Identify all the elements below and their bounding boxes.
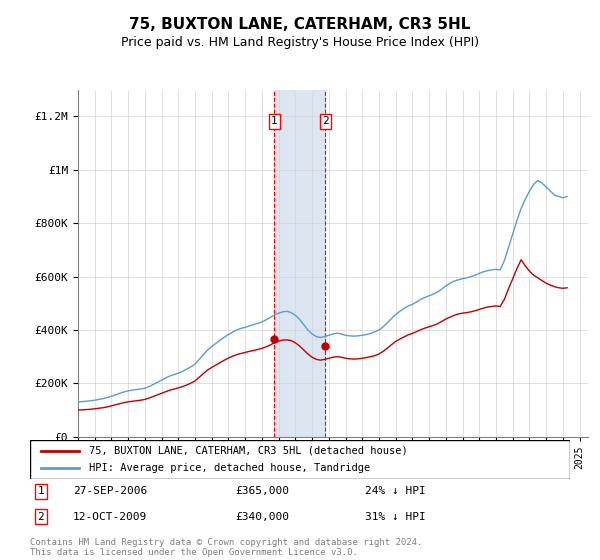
Text: HPI: Average price, detached house, Tandridge: HPI: Average price, detached house, Tand…	[89, 463, 371, 473]
Text: 75, BUXTON LANE, CATERHAM, CR3 5HL (detached house): 75, BUXTON LANE, CATERHAM, CR3 5HL (deta…	[89, 446, 408, 456]
Text: 2: 2	[322, 116, 329, 127]
Text: 24% ↓ HPI: 24% ↓ HPI	[365, 487, 425, 496]
Text: 1: 1	[271, 116, 278, 127]
Text: 2: 2	[37, 512, 44, 521]
Text: 27-SEP-2006: 27-SEP-2006	[73, 487, 148, 496]
Text: 31% ↓ HPI: 31% ↓ HPI	[365, 512, 425, 521]
Bar	[274, 90, 325, 437]
Text: £365,000: £365,000	[235, 487, 289, 496]
Text: Contains HM Land Registry data © Crown copyright and database right 2024.
This d: Contains HM Land Registry data © Crown c…	[30, 538, 422, 557]
FancyBboxPatch shape	[30, 440, 570, 479]
Text: £340,000: £340,000	[235, 512, 289, 521]
Text: 1: 1	[37, 487, 44, 496]
Text: Price paid vs. HM Land Registry's House Price Index (HPI): Price paid vs. HM Land Registry's House …	[121, 36, 479, 49]
Text: 75, BUXTON LANE, CATERHAM, CR3 5HL: 75, BUXTON LANE, CATERHAM, CR3 5HL	[130, 17, 470, 32]
Text: 12-OCT-2009: 12-OCT-2009	[73, 512, 148, 521]
